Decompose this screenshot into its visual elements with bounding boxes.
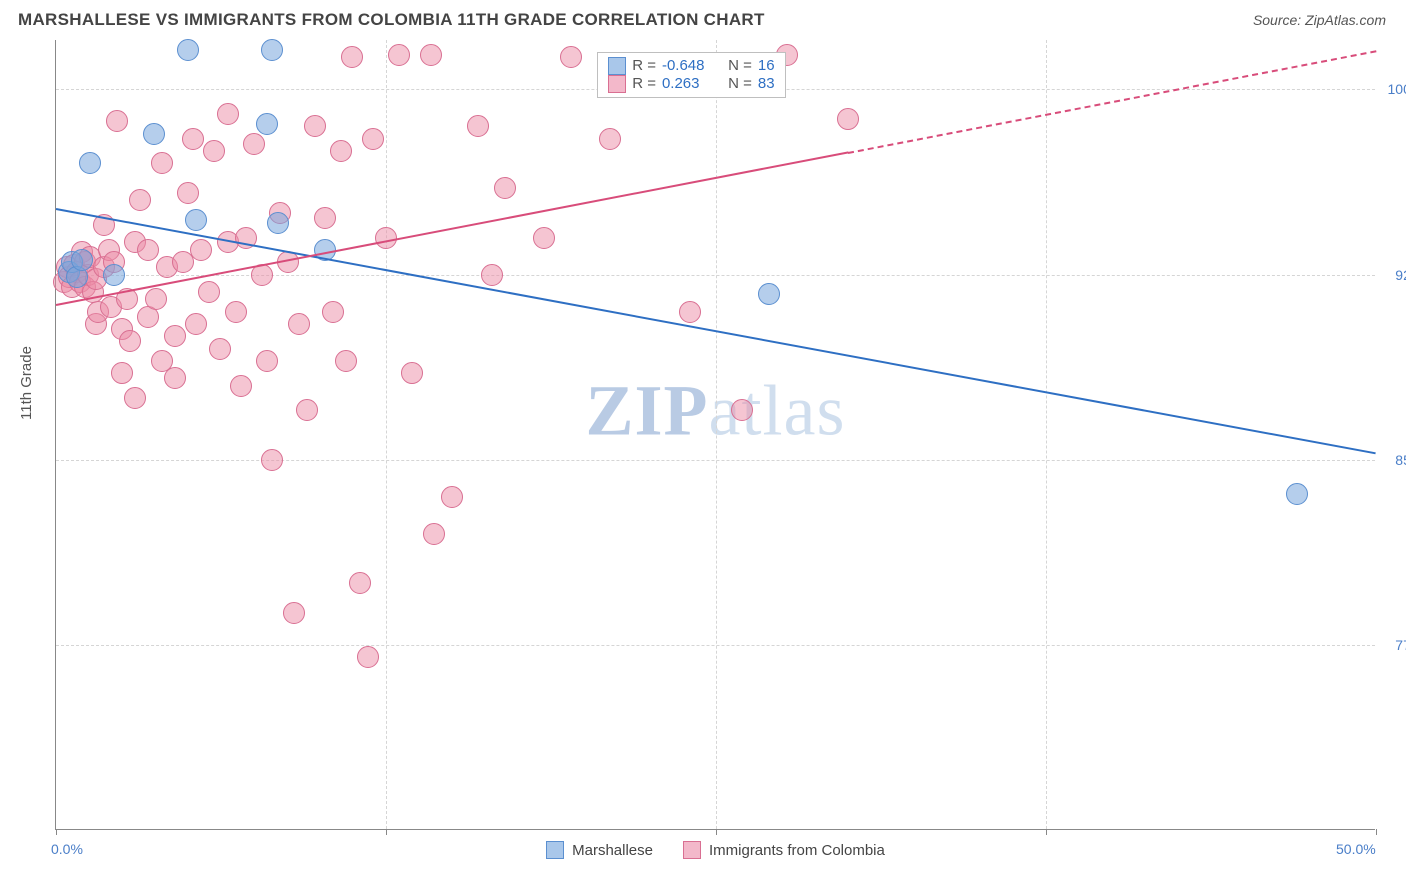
scatter-point xyxy=(256,350,278,372)
scatter-point xyxy=(441,486,463,508)
scatter-point xyxy=(124,387,146,409)
scatter-point xyxy=(111,362,133,384)
scatter-point xyxy=(261,39,283,61)
x-tick-mark xyxy=(386,829,387,835)
scatter-point xyxy=(288,313,310,335)
scatter-point xyxy=(177,182,199,204)
scatter-point xyxy=(177,39,199,61)
scatter-point xyxy=(494,177,516,199)
scatter-point xyxy=(182,128,204,150)
scatter-point xyxy=(198,281,220,303)
legend-swatch xyxy=(546,841,564,859)
scatter-point xyxy=(225,301,247,323)
legend-label: Immigrants from Colombia xyxy=(709,842,885,859)
scatter-point xyxy=(230,375,252,397)
bottom-legend: Marshallese Immigrants from Colombia xyxy=(56,841,1375,859)
scatter-point xyxy=(304,115,326,137)
scatter-point xyxy=(151,152,173,174)
gridline-v xyxy=(386,40,387,829)
scatter-point xyxy=(758,283,780,305)
x-tick-mark xyxy=(1046,829,1047,835)
scatter-point xyxy=(296,399,318,421)
scatter-point xyxy=(217,103,239,125)
scatter-point xyxy=(203,140,225,162)
y-axis-label: 11th Grade xyxy=(18,346,35,420)
scatter-point xyxy=(679,301,701,323)
scatter-point xyxy=(330,140,352,162)
stat-legend-row: R = 0.263 N = 83 xyxy=(608,75,774,93)
scatter-point xyxy=(388,44,410,66)
scatter-point xyxy=(401,362,423,384)
chart-plot-area: ZIPatlas 77.5%85.0%92.5%100.0%0.0%50.0%R… xyxy=(55,40,1375,830)
scatter-point xyxy=(1286,483,1308,505)
scatter-point xyxy=(375,227,397,249)
scatter-point xyxy=(341,46,363,68)
scatter-point xyxy=(103,264,125,286)
legend-swatch xyxy=(608,57,626,75)
scatter-point xyxy=(106,110,128,132)
scatter-point xyxy=(533,227,555,249)
scatter-point xyxy=(731,399,753,421)
y-tick-label: 92.5% xyxy=(1380,267,1406,283)
scatter-point xyxy=(349,572,371,594)
x-tick-mark xyxy=(56,829,57,835)
scatter-point xyxy=(322,301,344,323)
scatter-point xyxy=(119,330,141,352)
scatter-point xyxy=(243,133,265,155)
scatter-point xyxy=(129,189,151,211)
legend-swatch xyxy=(608,75,626,93)
scatter-point xyxy=(335,350,357,372)
scatter-point xyxy=(423,523,445,545)
scatter-point xyxy=(185,313,207,335)
scatter-point xyxy=(79,152,101,174)
stat-legend-row: R = -0.648 N = 16 xyxy=(608,57,774,75)
chart-source: Source: ZipAtlas.com xyxy=(1253,12,1386,28)
scatter-point xyxy=(481,264,503,286)
scatter-point xyxy=(357,646,379,668)
scatter-point xyxy=(314,207,336,229)
scatter-point xyxy=(164,367,186,389)
y-tick-label: 77.5% xyxy=(1380,637,1406,653)
scatter-point xyxy=(261,449,283,471)
x-tick-mark xyxy=(1376,829,1377,835)
scatter-point xyxy=(71,249,93,271)
scatter-point xyxy=(420,44,442,66)
gridline-v xyxy=(716,40,717,829)
scatter-point xyxy=(137,239,159,261)
scatter-point xyxy=(256,113,278,135)
legend-item: Immigrants from Colombia xyxy=(683,841,885,859)
x-tick-mark xyxy=(716,829,717,835)
scatter-point xyxy=(283,602,305,624)
trend-line xyxy=(848,50,1376,154)
legend-swatch xyxy=(683,841,701,859)
scatter-point xyxy=(362,128,384,150)
scatter-point xyxy=(143,123,165,145)
chart-title: MARSHALLESE VS IMMIGRANTS FROM COLOMBIA … xyxy=(18,10,765,30)
scatter-point xyxy=(599,128,621,150)
y-tick-label: 85.0% xyxy=(1380,452,1406,468)
scatter-point xyxy=(209,338,231,360)
scatter-point xyxy=(185,209,207,231)
legend-item: Marshallese xyxy=(546,841,653,859)
scatter-point xyxy=(560,46,582,68)
scatter-point xyxy=(164,325,186,347)
scatter-point xyxy=(467,115,489,137)
stat-legend: R = -0.648 N = 16R = 0.263 N = 83 xyxy=(597,52,785,98)
scatter-point xyxy=(190,239,212,261)
legend-label: Marshallese xyxy=(572,842,653,859)
scatter-point xyxy=(837,108,859,130)
y-tick-label: 100.0% xyxy=(1380,81,1406,97)
gridline-v xyxy=(1046,40,1047,829)
scatter-point xyxy=(145,288,167,310)
scatter-point xyxy=(267,212,289,234)
